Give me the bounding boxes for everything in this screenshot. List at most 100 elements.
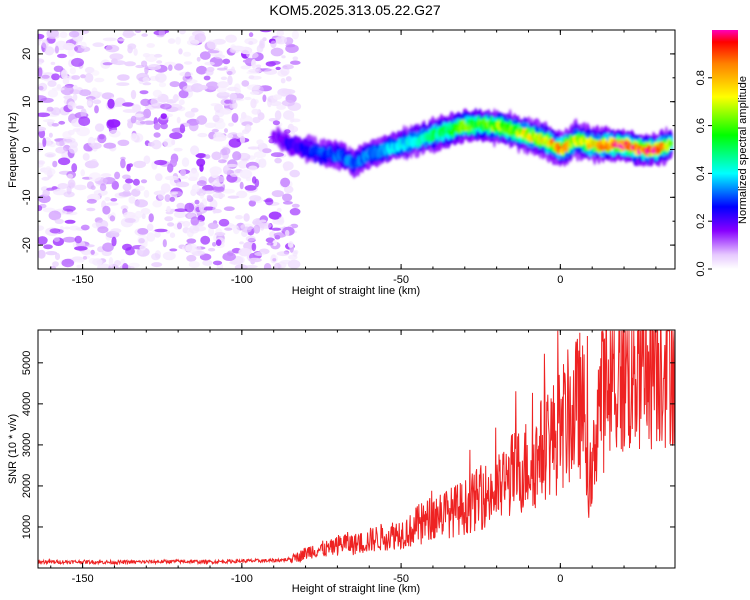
noise-blob	[74, 246, 88, 251]
noise-blob	[71, 163, 78, 173]
noise-blob	[216, 67, 228, 71]
y-tick-label: 2000	[21, 474, 33, 498]
noise-blob	[198, 85, 208, 90]
noise-blob	[174, 63, 184, 71]
noise-blob	[38, 112, 50, 118]
noise-blob	[91, 87, 98, 97]
noise-blob	[206, 194, 212, 200]
noise-blob	[276, 104, 286, 110]
noise-blob	[248, 32, 254, 38]
noise-blob	[64, 219, 76, 224]
noise-blob	[80, 169, 85, 177]
noise-blob	[218, 159, 227, 164]
noise-blob	[232, 98, 237, 109]
noise-blob	[280, 78, 286, 84]
noise-blob	[87, 136, 96, 147]
noise-blob	[222, 58, 231, 65]
noise-blob	[227, 195, 240, 199]
noise-blob	[204, 122, 217, 129]
noise-blob	[92, 42, 104, 47]
noise-blob	[280, 177, 291, 188]
noise-blob	[244, 96, 252, 101]
noise-blob	[212, 186, 225, 193]
signal-cell	[668, 139, 674, 148]
noise-blob	[128, 196, 136, 204]
noise-blob	[160, 113, 167, 119]
noise-blob	[268, 211, 282, 220]
noise-blob	[141, 33, 148, 37]
noise-blob	[272, 240, 278, 247]
noise-blob	[110, 198, 118, 202]
noise-blob	[80, 224, 90, 231]
noise-blob	[164, 194, 171, 203]
noise-blob	[51, 107, 61, 116]
noise-blob	[43, 119, 56, 123]
x-tick-label: -150	[72, 573, 94, 585]
noise-blob	[282, 193, 293, 202]
noise-blob	[122, 174, 131, 180]
snr-frame	[37, 329, 676, 569]
noise-blob	[281, 88, 296, 95]
noise-blob	[265, 61, 276, 67]
noise-blob	[76, 264, 82, 269]
noise-blob	[167, 163, 174, 173]
noise-blob	[223, 206, 235, 211]
x-tick-label: -50	[393, 274, 409, 286]
noise-blob	[178, 89, 189, 99]
noise-blob	[285, 229, 290, 237]
noise-blob	[38, 38, 41, 46]
noise-blob	[38, 95, 47, 102]
noise-blob	[134, 210, 143, 219]
noise-blob	[166, 205, 171, 213]
noise-blob	[169, 248, 178, 252]
colorbar-tick-label: 0.8	[695, 70, 707, 85]
y-tick-label: 4000	[21, 392, 33, 416]
noise-blob	[259, 39, 266, 49]
noise-blob	[90, 249, 95, 255]
noise-blob	[270, 152, 284, 158]
noise-blob	[274, 157, 282, 164]
noise-blob	[226, 134, 234, 139]
noise-blob	[174, 208, 188, 212]
noise-blob	[188, 225, 200, 234]
noise-blob	[169, 81, 180, 88]
noise-blob	[276, 251, 290, 257]
noise-blob	[38, 194, 51, 204]
noise-blob	[254, 251, 266, 256]
noise-blob	[152, 199, 163, 208]
noise-blob	[228, 138, 242, 148]
noise-blob	[291, 203, 300, 208]
noise-blob	[212, 242, 217, 247]
noise-blob	[67, 101, 76, 110]
noise-blob	[38, 61, 43, 66]
noise-blob	[196, 180, 207, 187]
noise-blob	[248, 257, 262, 263]
noise-blob	[224, 227, 233, 231]
noise-blob	[176, 202, 185, 209]
noise-blob	[214, 120, 226, 130]
noise-blob	[153, 123, 161, 130]
noise-blob	[176, 222, 183, 230]
spectrogram-x-label: Height of straight line (km)	[292, 285, 420, 297]
y-tick-label: 10	[21, 96, 33, 108]
noise-blob	[292, 56, 299, 61]
noise-blob	[51, 123, 59, 127]
noise-blob	[266, 242, 274, 246]
noise-blob	[127, 266, 135, 269]
noise-blob	[239, 136, 246, 144]
noise-blob	[117, 38, 125, 42]
noise-blob	[140, 208, 151, 215]
noise-blob	[160, 103, 172, 110]
noise-blob	[253, 224, 261, 234]
noise-blob	[244, 124, 252, 133]
noise-blob	[274, 262, 281, 269]
noise-blob	[107, 119, 121, 128]
noise-blob	[229, 92, 237, 101]
noise-blob	[204, 154, 211, 159]
noise-blob	[128, 163, 133, 168]
noise-blob	[54, 45, 59, 54]
noise-blob	[237, 160, 248, 169]
noise-blob	[139, 245, 146, 251]
noise-blob	[179, 71, 194, 77]
